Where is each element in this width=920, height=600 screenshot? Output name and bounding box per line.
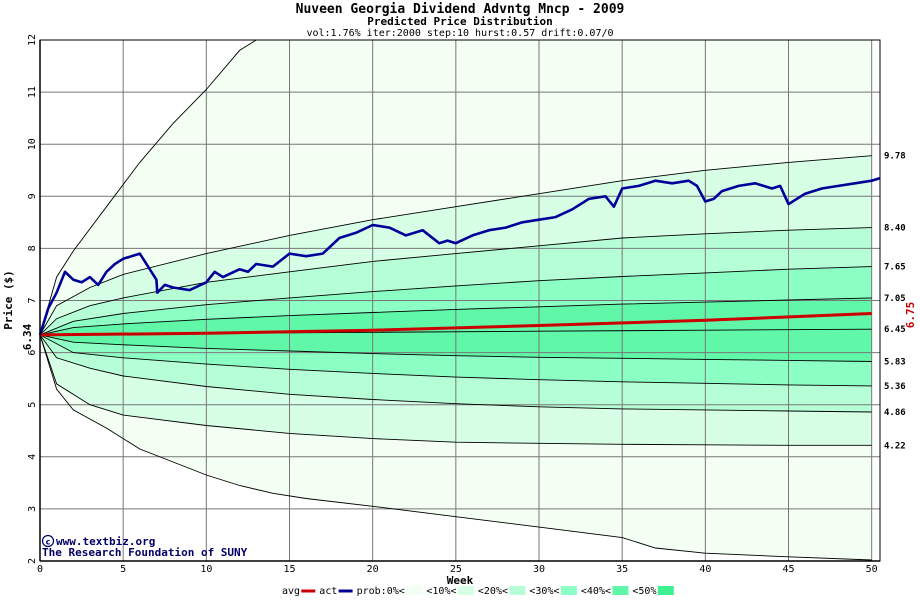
percentile-line (39, 155, 872, 336)
y-tick-label: 5 (27, 402, 38, 408)
legend-label: <10%< (426, 586, 456, 597)
credit-url: www.textbiz.org (56, 535, 155, 548)
legend-label: prob:0%< (357, 586, 405, 597)
x-tick-label: 45 (782, 564, 794, 575)
y-tick-label: 10 (27, 138, 38, 150)
percentile-line (39, 334, 872, 362)
credit-org: The Research Foundation of SUNY (42, 546, 248, 559)
y-tick-label: 8 (27, 245, 38, 251)
y-tick-label: 12 (27, 34, 38, 46)
percentile-label: 4.86 (884, 408, 906, 418)
y-axis-label: Price ($) (2, 270, 15, 330)
x-axis-label: Week (447, 574, 474, 587)
axes (39, 39, 881, 562)
legend-box-swatch (457, 586, 474, 595)
legend: avg act prob:0%< <10%< <20%< <30%< <40%< <50% (282, 586, 674, 597)
legend-label: <40%< (581, 586, 611, 597)
y-tick-labels: 2 3 4 5 6 7 8 9 10 11 12 (27, 34, 38, 564)
y-tick-label: 2 (27, 558, 38, 564)
x-tick-label: 5 (120, 564, 126, 575)
y-tick-label: 7 (27, 297, 38, 303)
x-tick-label: 15 (283, 564, 295, 575)
percentile-line (39, 297, 872, 336)
legend-label: avg (282, 586, 300, 597)
percentile-line (39, 39, 257, 336)
legend-label: <50% (632, 586, 656, 597)
data-series (38, 176, 881, 337)
x-tick-label: 50 (866, 564, 878, 575)
probability-band (40, 334, 872, 446)
percentile-line (39, 334, 872, 413)
percentile-label: 7.05 (884, 294, 906, 304)
legend-box-swatch (657, 586, 674, 595)
percentile-label: 5.83 (884, 357, 906, 367)
percentile-label: 7.65 (884, 263, 906, 273)
percentile-line (39, 334, 872, 561)
gridlines (40, 39, 880, 561)
chart-title: Nuveen Georgia Dividend Advntg Mncp - 20… (296, 2, 625, 17)
legend-box-swatch (509, 586, 526, 595)
percentile-line (39, 334, 872, 446)
legend-box-swatch (612, 586, 629, 595)
percentile-line (39, 266, 872, 336)
x-tick-labels: 0 5 10 15 20 25 30 35 40 45 50 (37, 564, 878, 575)
y-tick-label: 11 (27, 86, 38, 98)
y-tick-label: 6 (27, 350, 38, 356)
y-tick-label: 9 (27, 193, 38, 199)
x-tick-label: 20 (367, 564, 379, 575)
legend-label: <30%< (529, 586, 559, 597)
legend-box-swatch (560, 586, 577, 595)
copyright-icon (41, 534, 55, 548)
end-avg-label: 6.75 (904, 302, 917, 329)
x-tick-label: 0 (37, 564, 43, 575)
y-tick-label: 4 (27, 454, 38, 460)
avg-series-line (39, 312, 872, 337)
copyright-letter: c (46, 538, 51, 547)
chart-subtitle: Predicted Price Distribution (367, 15, 552, 28)
legend-label: <20%< (478, 586, 508, 597)
x-tick-label: 25 (450, 564, 462, 575)
x-tick-label: 40 (699, 564, 711, 575)
y-tick-label: 3 (27, 506, 38, 512)
percentile-labels: 9.78 8.40 7.65 7.05 6.45 5.83 5.36 4.86 4.22 (884, 152, 906, 452)
probability-band (40, 334, 872, 412)
x-tick-label: 30 (533, 564, 545, 575)
percentile-label: 5.36 (884, 382, 906, 392)
start-price-label: 6.34 (21, 323, 34, 350)
credit-block: c www.textbiz.org The Research Foundatio… (41, 534, 248, 559)
percentile-line (39, 227, 872, 336)
percentile-label: 4.22 (884, 441, 906, 451)
percentile-label: 6.45 (884, 325, 906, 335)
act-series-line (38, 176, 881, 336)
x-tick-label: 35 (616, 564, 628, 575)
chart-params: vol:1.76% iter:2000 step:10 hurst:0.57 d… (306, 28, 613, 39)
percentile-label: 8.40 (884, 224, 906, 234)
percentile-label: 9.78 (884, 152, 906, 162)
legend-box-swatch (406, 586, 423, 595)
percentile-line (39, 334, 872, 387)
x-tick-label: 10 (200, 564, 212, 575)
legend-label: act (319, 586, 337, 597)
